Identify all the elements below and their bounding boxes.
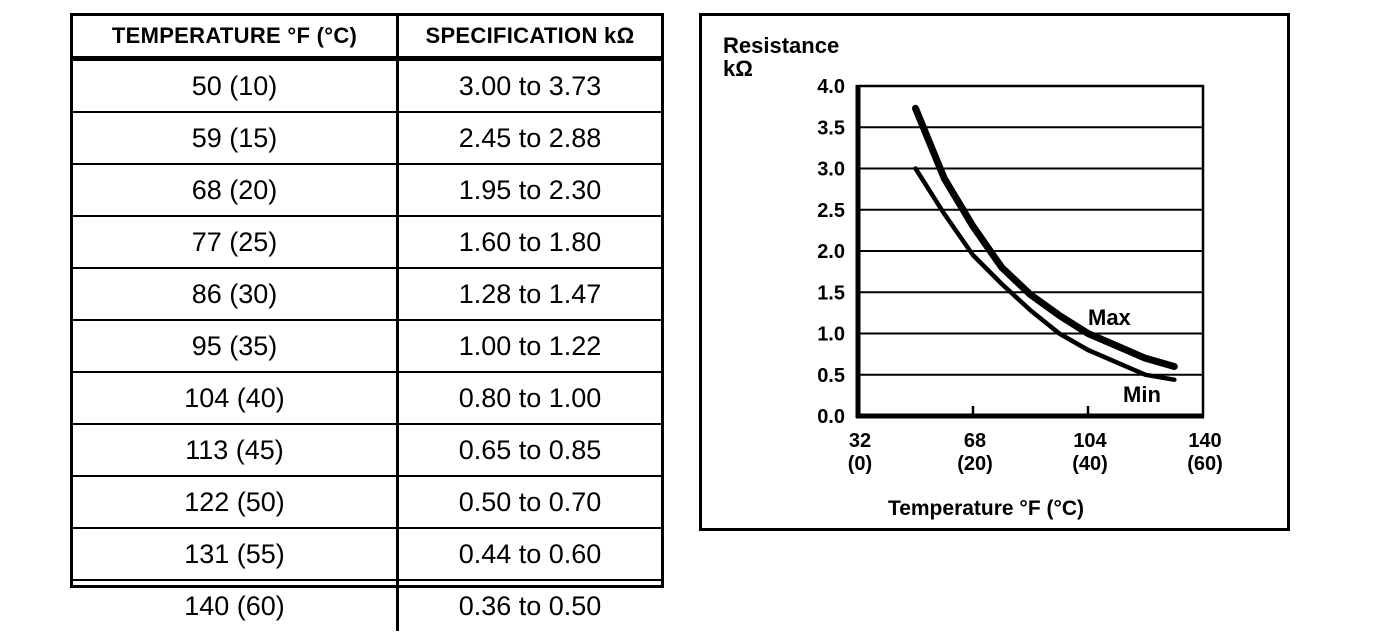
table-row: 68 (20) 1.95 to 2.30 (73, 163, 661, 216)
specification-cell: 0.65 to 0.85 (396, 423, 661, 476)
y-tick-label: 4.0 (817, 76, 845, 98)
specification-cell: 0.36 to 0.50 (396, 579, 661, 631)
specification-cell: 1.00 to 1.22 (396, 319, 661, 372)
temperature-cell: 131 (55) (73, 527, 398, 580)
temperature-cell: 50 (10) (73, 57, 398, 112)
x-tick-sublabel: (0) (848, 453, 872, 475)
y-axis-title-line1: Resistance (723, 33, 839, 58)
table-row: 50 (10) 3.00 to 3.73 (73, 57, 661, 112)
temperature-cell: 59 (15) (73, 111, 398, 164)
specification-cell: 3.00 to 3.73 (396, 57, 661, 112)
specification-cell: 1.28 to 1.47 (396, 267, 661, 320)
x-tick-sublabel: (20) (957, 453, 993, 475)
x-tick-label: 104 (1073, 430, 1107, 452)
specification-cell: 0.44 to 0.60 (396, 527, 661, 580)
resistance-chart: Resistance kΩ 4.0 3.5 3.0 2.5 2.0 1.5 1.0 0.5 0.… (723, 33, 1223, 520)
plot-area: 4.0 3.5 3.0 2.5 2.0 1.5 1.0 0.5 0.032(0) 68(20) 10… (817, 76, 1223, 475)
y-tick-label: 3.0 (817, 159, 845, 181)
temperature-cell: 68 (20) (73, 163, 398, 216)
temperature-cell: 140 (60) (73, 579, 398, 631)
resistance-chart-panel: Resistance kΩ 4.0 3.5 3.0 2.5 2.0 1.5 1.0 0.5 0.… (699, 13, 1290, 531)
series-label-min: Min (1123, 382, 1161, 407)
table-row: 104 (40) 0.80 to 1.00 (73, 371, 661, 424)
table-row: 59 (15) 2.45 to 2.88 (73, 111, 661, 164)
temperature-cell: 77 (25) (73, 215, 398, 268)
temperature-cell: 86 (30) (73, 267, 398, 320)
specification-table-panel: TEMPERATURE °F (°C) SPECIFICATION kΩ 50 … (70, 13, 664, 631)
table-row: 140 (60) 0.36 to 0.50 (73, 579, 661, 631)
x-tick-sublabel: (40) (1072, 453, 1108, 475)
table-row: 77 (25) 1.60 to 1.80 (73, 215, 661, 268)
x-tick-label: 32 (849, 430, 871, 452)
specification-cell: 1.95 to 2.30 (396, 163, 661, 216)
specification-cell: 0.50 to 0.70 (396, 475, 661, 528)
x-axis-title: Temperature °F (°C) (888, 497, 1084, 520)
specification-table: TEMPERATURE °F (°C) SPECIFICATION kΩ 50 … (73, 16, 661, 631)
temperature-cell: 95 (35) (73, 319, 398, 372)
table-row: 131 (55) 0.44 to 0.60 (73, 527, 661, 580)
temperature-cell: 122 (50) (73, 475, 398, 528)
curve-min (913, 166, 1177, 382)
y-tick-label: 1.0 (817, 324, 845, 346)
curve-max (912, 104, 1178, 370)
x-tick-label: 68 (964, 430, 986, 452)
table-row: 113 (45) 0.65 to 0.85 (73, 423, 661, 476)
temperature-column-header: TEMPERATURE °F (°C) (73, 16, 398, 61)
y-tick-label: 2.0 (817, 241, 845, 263)
specification-cell: 0.80 to 1.00 (396, 371, 661, 424)
y-tick-label: 3.5 (817, 117, 845, 139)
y-tick-label: 0.0 (817, 406, 845, 428)
specification-column-header: SPECIFICATION kΩ (396, 16, 661, 61)
table-row: 86 (30) 1.28 to 1.47 (73, 267, 661, 320)
y-axis-title-line2: kΩ (723, 56, 753, 81)
y-tick-label: 1.5 (817, 282, 845, 304)
table-row: 122 (50) 0.50 to 0.70 (73, 475, 661, 528)
table-header-row: TEMPERATURE °F (°C) SPECIFICATION kΩ (73, 16, 661, 61)
temperature-cell: 113 (45) (73, 423, 398, 476)
table-row: 95 (35) 1.00 to 1.22 (73, 319, 661, 372)
series-label-max: Max (1088, 305, 1132, 330)
specification-cell: 2.45 to 2.88 (396, 111, 661, 164)
temperature-cell: 104 (40) (73, 371, 398, 424)
specification-cell: 1.60 to 1.80 (396, 215, 661, 268)
y-tick-label: 2.5 (817, 200, 845, 222)
x-tick-label: 140 (1188, 430, 1221, 452)
y-tick-label: 0.5 (817, 365, 845, 387)
x-tick-sublabel: (60) (1187, 453, 1223, 475)
